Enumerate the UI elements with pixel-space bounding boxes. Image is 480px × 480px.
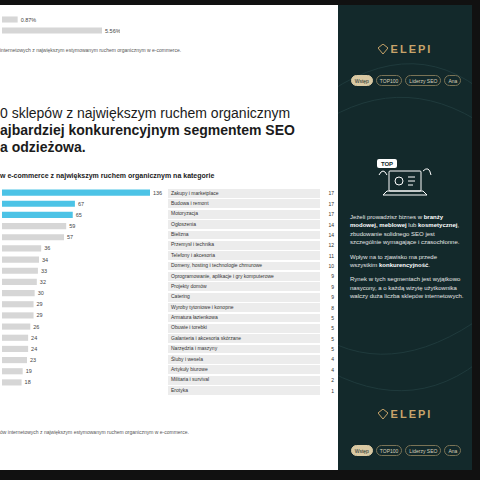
svg-text:29: 29 [37,312,43,318]
html-text:Telefony i akcesoria: Telefony i akcesoria [171,251,215,258]
svg-text:24: 24 [31,335,37,341]
svg-text:34: 34 [42,257,48,263]
svg-text:36: 36 [44,245,50,251]
html-text:TOP100: TOP100 [379,447,399,454]
svg-text:65: 65 [76,212,82,218]
svg-text:5.56%: 5.56% [105,28,120,34]
html-text:Erotyka: Erotyka [171,386,188,393]
svg-text:18: 18 [25,379,31,385]
html-text:Militaria i survival: Militaria i survival [171,376,210,383]
html-text:w e-commerce z największym ruc: w e-commerce z największym ruchem organi… [0,172,215,179]
html-text:11: 11 [328,252,334,259]
html-text:ajbardziej konkurencyjnym segm: ajbardziej konkurencyjnym segmentem SEO [0,122,295,138]
html-text:Oprogramowanie, aplikacje i gr: Oprogramowanie, aplikacje i gry komputer… [171,272,274,279]
svg-text:59: 59 [69,223,75,229]
svg-text:30: 30 [38,290,44,296]
html-text:4: 4 [331,366,334,373]
html-text:Domeny, hosting i technologie: Domeny, hosting i technologie chmurowe [171,262,263,269]
svg-text:32: 32 [40,279,46,285]
html-text:Projekty domów: Projekty domów [171,283,207,289]
svg-text:0.87%: 0.87% [21,17,37,23]
html-text:a odzieżowa.: a odzieżowa. [0,139,86,155]
svg-text:23: 23 [30,357,36,363]
html-text:Ana: Ana [448,77,458,84]
svg-text:136: 136 [153,190,162,196]
html-text:Wyroby tytoniowe i konopne: Wyroby tytoniowe i konopne [171,303,234,310]
html-text:Motoryzacja: Motoryzacja [171,210,198,217]
html-text:4: 4 [331,356,334,363]
html-text:14: 14 [328,231,334,238]
html-text:5: 5 [331,314,334,321]
html-text:17: 17 [328,190,334,197]
html-text:Zakupy i marketplace: Zakupy i marketplace [171,189,219,196]
svg-text:33: 33 [41,268,47,274]
html-text:2: 2 [331,377,334,384]
html-text:1: 1 [331,387,334,394]
html-text:17: 17 [328,200,334,207]
html-text:ELEPI: ELEPI [390,43,433,55]
html-text:Śluby i wesela: Śluby i wesela [171,355,203,362]
html-text:5: 5 [331,335,334,342]
html-text:5: 5 [331,346,334,352]
html-text:17: 17 [328,211,334,218]
html-text:10: 10 [328,263,334,269]
html-text:Liderzy SEO: Liderzy SEO [409,447,438,454]
html-text:12: 12 [328,242,334,249]
html-text:Jeżeli prowadzisz biznes w bra: Jeżeli prowadzisz biznes w branży modowe… [350,214,460,246]
html-text:Przemysł i technika: Przemysł i technika [171,241,215,248]
html-text:Ogłoszenia: Ogłoszenia [171,220,196,227]
html-text:Armatura łazienkowa: Armatura łazienkowa [171,314,218,321]
html-text:Narzędzia i maszyny: Narzędzia i maszyny [171,345,218,352]
html-text:Ana: Ana [448,447,458,454]
html-text:Galanteria i akcesoria skórzan: Galanteria i akcesoria skórzane [171,334,241,341]
html-text:Obuwie i torebki: Obuwie i torebki [171,324,207,331]
html-text:14: 14 [328,221,334,228]
html-text:9: 9 [331,283,334,290]
svg-text:24: 24 [31,346,37,352]
html-text:Wpływ na to zjawisko ma przede: Wpływ na to zjawisko ma przede wszystkim… [350,253,437,268]
html-text:ów internetowych z największym: ów internetowych z największym estymowan… [0,429,189,435]
html-text:Catering: Catering [171,293,190,300]
html-text:Budowa i remont: Budowa i remont [171,200,209,206]
html-text:8: 8 [331,304,334,311]
svg-text:67: 67 [78,201,84,207]
html-text:9: 9 [331,294,334,301]
html-text:Wstęp: Wstęp [354,447,369,454]
html-text:Bielizna: Bielizna [171,231,189,238]
html-text:Wstęp: Wstęp [354,77,369,84]
svg-text:29: 29 [37,301,43,307]
html-text:ELEPI: ELEPI [390,408,433,420]
html-text:9: 9 [331,273,334,280]
html-text:TOP100: TOP100 [379,77,399,84]
html-text:0 sklepów z największym ruchem: 0 sklepów z największym ruchem organiczn… [0,105,291,121]
html-text:Liderzy SEO: Liderzy SEO [409,77,438,84]
svg-text:26: 26 [33,324,39,330]
html-text:5: 5 [331,325,334,332]
html-text:internetowych z największym es: internetowych z największym estymowanym … [0,47,182,53]
html-text:Artykuły biurowe: Artykuły biurowe [171,366,208,372]
html-text:Rynek w tych segmentach jest w: Rynek w tych segmentach jest wyjątkowo n… [350,276,464,300]
svg-text:TOP: TOP [381,161,393,167]
svg-text:19: 19 [26,368,32,374]
svg-text:57: 57 [67,234,73,240]
